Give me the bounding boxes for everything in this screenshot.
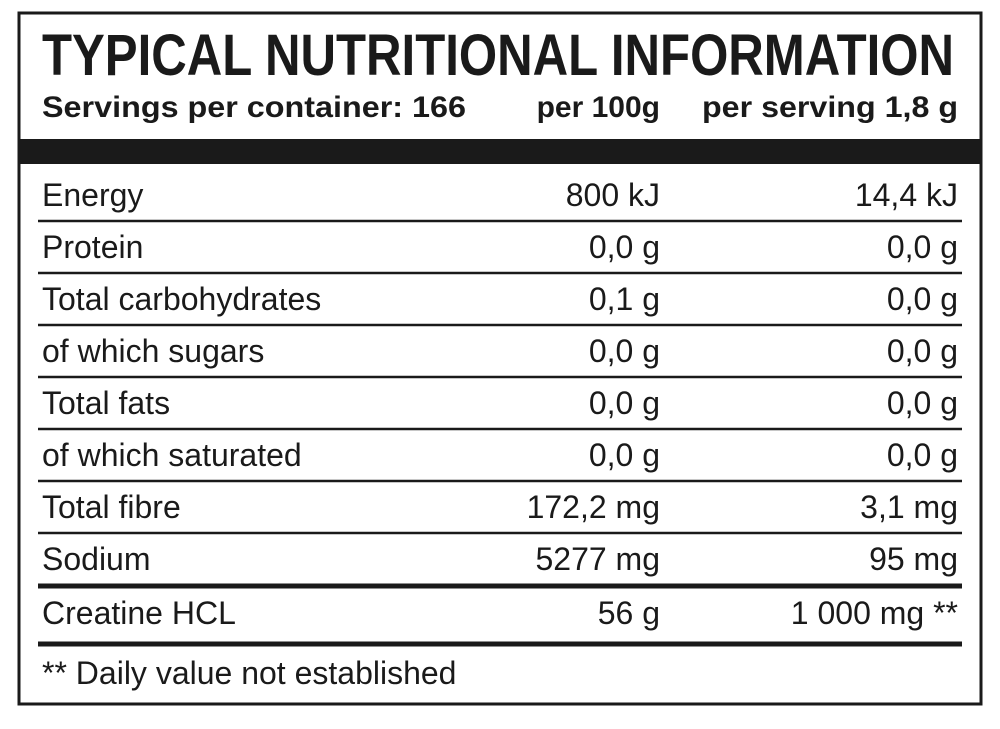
per-serving-value: 1 000 mg ** xyxy=(791,595,958,631)
per-100g-value: 0,0 g xyxy=(589,229,660,265)
title: TYPICAL NUTRITIONAL INFORMATION xyxy=(42,23,954,88)
nutrient-name: Total fats xyxy=(42,385,170,421)
per-serving-value: 0,0 g xyxy=(887,333,958,369)
per-serving-value: 0,0 g xyxy=(887,229,958,265)
per-serving-value: 0,0 g xyxy=(887,385,958,421)
footnote: ** Daily value not established xyxy=(42,655,456,691)
label-border xyxy=(17,11,983,706)
per-serving-value: 0,0 g xyxy=(887,281,958,317)
nutrient-name: Sodium xyxy=(42,541,151,577)
per-100g-value: 5277 mg xyxy=(535,541,660,577)
per-100g-value: 0,1 g xyxy=(589,281,660,317)
nutrient-name: Protein xyxy=(42,229,143,265)
nutrient-name: Total carbohydrates xyxy=(42,281,321,317)
per-100g-value: 0,0 g xyxy=(589,333,660,369)
per-100g-value: 0,0 g xyxy=(589,437,660,473)
per-serving-value: 0,0 g xyxy=(887,437,958,473)
per-100g-value: 0,0 g xyxy=(589,385,660,421)
header-bar xyxy=(19,139,981,164)
nutrient-name: Creatine HCL xyxy=(42,595,236,631)
nutrient-name: Total fibre xyxy=(42,489,181,525)
per-serving-value: 3,1 mg xyxy=(860,489,958,525)
per-100g-value: 56 g xyxy=(598,595,660,631)
nutrient-name: of which saturated xyxy=(42,437,302,473)
per-serving-value: 95 mg xyxy=(869,541,958,577)
per-100g-value: 800 kJ xyxy=(566,177,660,213)
per-serving-value: 14,4 kJ xyxy=(855,177,958,213)
nutrient-name: Energy xyxy=(42,177,143,213)
servings: Servings per container: 166 xyxy=(42,91,466,124)
per-100g-header: per 100g xyxy=(537,91,660,124)
per-serving-header: per serving 1,8 g xyxy=(702,91,958,124)
nutrient-name: of which sugars xyxy=(42,333,264,369)
per-100g-value: 172,2 mg xyxy=(527,489,660,525)
